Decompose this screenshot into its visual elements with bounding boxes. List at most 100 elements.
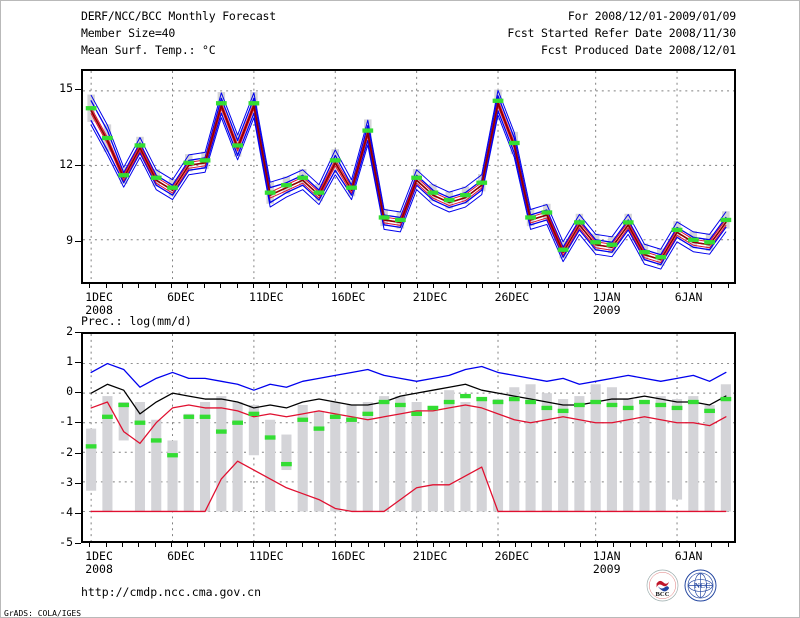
precipitation-x-tick-label: 1DEC <box>85 549 113 563</box>
precipitation-x-tick-mark <box>367 543 369 547</box>
temperature-x-tick-mark <box>416 284 418 288</box>
temperature-x-tick-mark <box>285 284 287 288</box>
precipitation-x-tick-mark <box>203 543 205 547</box>
precipitation-x-tick-year-label: 2008 <box>85 562 113 576</box>
precipitation-x-tick-mark <box>302 543 304 547</box>
forecast-period-label: For 2008/12/01-2009/01/09 <box>567 9 736 23</box>
precipitation-x-tick-mark <box>482 543 484 547</box>
precipitation-x-tick-mark <box>629 543 631 547</box>
ncc-logo-text: NCC <box>695 582 711 590</box>
precipitation-x-tick-mark <box>171 543 173 547</box>
precipitation-axis-title: Prec.: log(mm/d) <box>81 314 192 328</box>
precipitation-y-tick-mark <box>75 512 81 514</box>
temperature-x-tick-mark <box>171 284 173 288</box>
temperature-x-tick-mark <box>105 284 107 288</box>
precipitation-x-tick-mark <box>285 543 287 547</box>
precipitation-x-tick-mark <box>236 543 238 547</box>
precipitation-y-tick-label: -1 <box>59 414 73 429</box>
temperature-x-tick-mark <box>383 284 385 288</box>
temperature-x-tick-mark <box>564 284 566 288</box>
precipitation-y-tick-label: -4 <box>59 504 73 519</box>
precipitation-x-tick-label: 6JAN <box>674 549 703 563</box>
temperature-x-tick-mark <box>514 284 516 288</box>
temperature-x-tick-mark <box>695 284 697 288</box>
temperature-x-tick-label: 1DEC <box>85 290 113 304</box>
precipitation-x-tick-mark <box>187 543 189 547</box>
temperature-x-tick-mark <box>613 284 615 288</box>
grads-credit: GrADS: COLA/IGES <box>4 609 82 618</box>
temperature-chart <box>81 69 736 284</box>
precipitation-x-tick-year-label: 2009 <box>592 562 621 576</box>
temperature-x-tick-mark <box>236 284 238 288</box>
temperature-x-tick-mark <box>121 284 123 288</box>
precipitation-y-tick-mark <box>75 422 81 424</box>
temperature-x-tick-label: 6DEC <box>167 290 195 304</box>
precipitation-x-tick-mark <box>433 543 435 547</box>
precipitation-x-tick-mark <box>121 543 123 547</box>
precipitation-y-tick-label: -3 <box>59 474 73 489</box>
temperature-x-tick-mark <box>89 284 91 288</box>
precipitation-x-tick-label: 26DEC <box>494 549 530 563</box>
precipitation-x-tick-mark <box>351 543 353 547</box>
page-title: DERF/NCC/BCC Monthly Forecast <box>81 9 276 23</box>
precipitation-x-tick-mark <box>727 543 729 547</box>
temperature-x-tick-mark <box>351 284 353 288</box>
member-size-label: Member Size=40 <box>81 26 176 40</box>
precipitation-y-tick-mark <box>75 362 81 364</box>
bcc-logo-text: BCC <box>656 591 670 598</box>
temperature-x-tick-label: 26DEC <box>494 290 530 304</box>
precipitation-x-tick-mark <box>662 543 664 547</box>
temperature-x-tick-mark <box>449 284 451 288</box>
precipitation-plot-area <box>83 334 734 541</box>
bcc-logo-icon: BCC <box>646 569 679 602</box>
precipitation-y-tick-mark <box>75 392 81 394</box>
temperature-x-tick-mark <box>547 284 549 288</box>
temperature-x-tick-label: 16DEC <box>330 290 366 304</box>
precipitation-x-tick-mark <box>711 543 713 547</box>
precipitation-x-tick-mark <box>400 543 402 547</box>
precipitation-chart <box>81 332 736 543</box>
temperature-x-tick-mark <box>645 284 647 288</box>
precipitation-y-tick-label: 2 <box>66 324 73 338</box>
temperature-x-tick-mark <box>482 284 484 288</box>
temperature-x-tick-mark <box>531 284 533 288</box>
temperature-x-tick-mark <box>400 284 402 288</box>
temperature-x-tick-mark <box>711 284 713 288</box>
precipitation-y-tick-mark <box>75 332 81 333</box>
temperature-x-tick-mark <box>498 284 500 288</box>
precipitation-x-tick-mark <box>416 543 418 547</box>
temperature-x-tick-mark <box>154 284 156 288</box>
precipitation-x-tick-mark <box>695 543 697 547</box>
temperature-plot-area <box>83 71 734 282</box>
precipitation-y-tick-label: 1 <box>66 354 73 369</box>
precipitation-y-tick-mark <box>75 452 81 454</box>
precipitation-x-tick-mark <box>252 543 254 547</box>
precipitation-x-tick-mark <box>138 543 140 547</box>
temperature-x-tick-mark <box>678 284 680 288</box>
variable-label: Mean Surf. Temp.: °C <box>81 43 216 57</box>
temperature-x-tick-label: 6JAN <box>674 290 703 304</box>
forecast-produced-date-label: Fcst Produced Date 2008/12/01 <box>541 43 736 57</box>
precipitation-x-tick-mark <box>564 543 566 547</box>
precipitation-x-tick-mark <box>514 543 516 547</box>
temperature-x-tick-mark <box>302 284 304 288</box>
ncc-logo-icon: NCC <box>684 569 717 602</box>
precipitation-x-tick-label: 16DEC <box>330 549 366 563</box>
temperature-y-tick-label: 15 <box>59 81 73 96</box>
precipitation-x-tick-mark <box>318 543 320 547</box>
precipitation-x-tick-mark <box>269 543 271 547</box>
precipitation-x-tick-mark <box>613 543 615 547</box>
precipitation-y-tick-mark <box>75 543 81 544</box>
precipitation-x-tick-mark <box>89 543 91 547</box>
website-url[interactable]: http://cmdp.ncc.cma.gov.cn <box>81 585 262 599</box>
temperature-x-tick-mark <box>580 284 582 288</box>
temperature-x-tick-year-label: 2008 <box>85 303 113 317</box>
precipitation-x-tick-mark <box>154 543 156 547</box>
precipitation-x-tick-mark <box>334 543 336 547</box>
temperature-y-tick-mark <box>75 241 81 242</box>
precipitation-y-tick-label: 0 <box>66 384 73 399</box>
precipitation-x-tick-mark <box>645 543 647 547</box>
temperature-x-tick-mark <box>727 284 729 288</box>
temperature-x-tick-mark <box>269 284 271 288</box>
temperature-x-tick-mark <box>629 284 631 288</box>
